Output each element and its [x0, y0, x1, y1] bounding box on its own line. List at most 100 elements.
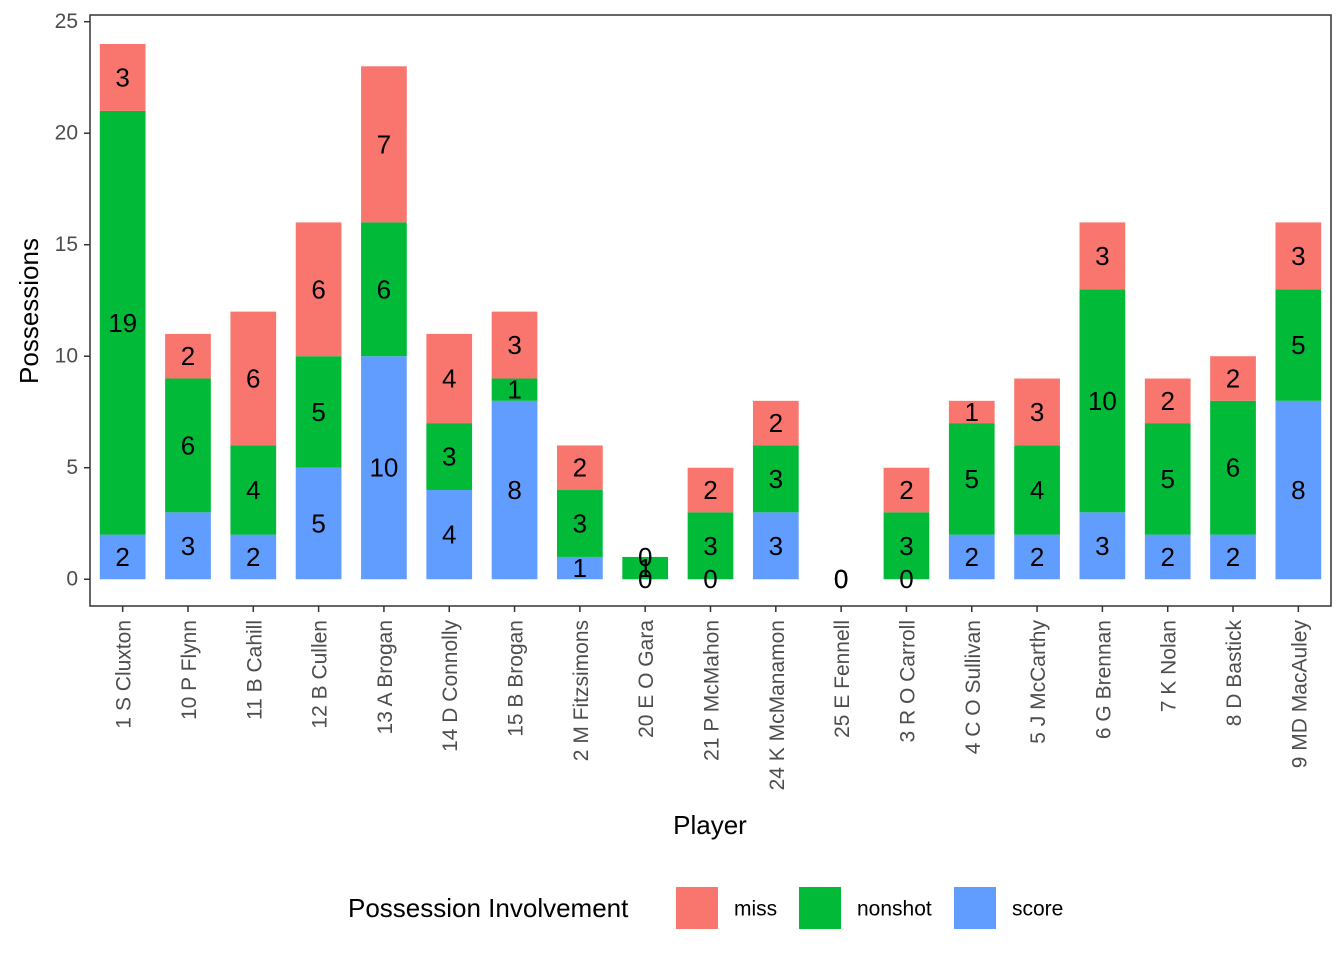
x-axis: 1 S Cluxton 10 P Flynn 11 B Cahill 12 B Cul…	[113, 606, 1311, 790]
bar-segment-miss	[752, 400, 799, 446]
legend-label-score: score	[1012, 898, 1063, 921]
segment-value-label: 4	[442, 520, 456, 550]
bar-segment-nonshot	[1275, 289, 1322, 401]
segment-value-label: 6	[246, 364, 260, 394]
x-tick-label: 2 M Fitzsimons	[570, 620, 593, 761]
legend: Possession Involvement miss nonshot score	[348, 887, 1063, 929]
bar-segment-miss	[883, 467, 930, 513]
segment-value-label: 4	[442, 364, 456, 394]
legend-label-nonshot: nonshot	[857, 898, 932, 921]
segment-value-label: 2	[115, 542, 129, 572]
segment-value-label: 2	[1226, 542, 1240, 572]
y-tick-label: 25	[55, 10, 78, 33]
segment-value-label: 3	[1095, 241, 1109, 271]
segment-value-label: 7	[377, 129, 391, 159]
bar-segment-score	[948, 534, 995, 580]
segment-value-label: 0	[899, 564, 913, 594]
segment-value-label: 2	[899, 475, 913, 505]
bar-segment-nonshot	[361, 222, 407, 357]
bar-segment-nonshot	[1079, 289, 1126, 513]
segment-value-label: 5	[1160, 464, 1174, 494]
segment-value-label: 2	[1160, 386, 1174, 416]
bar-segment-score	[230, 534, 277, 580]
x-tick-label: 10 P Flynn	[178, 620, 201, 720]
x-tick-label: 1 S Cluxton	[113, 620, 136, 729]
bar-segment-nonshot	[687, 512, 734, 580]
y-tick-label: 0	[66, 568, 78, 591]
x-tick-label: 4 C O Sullivan	[962, 620, 985, 754]
x-tick-label: 12 B Cullen	[309, 620, 332, 729]
y-tick-label: 15	[55, 233, 78, 256]
x-tick-label: 24 K McManamon	[766, 620, 789, 790]
bar-segment-miss	[1079, 222, 1126, 290]
segment-value-label: 19	[108, 308, 137, 338]
bar-segment-miss	[361, 66, 407, 223]
y-tick-label: 5	[66, 456, 78, 479]
y-axis: 0 5 10 15 20 25	[55, 10, 90, 591]
x-tick-label: 20 E O Gara	[635, 620, 658, 738]
x-tick-label: 5 J McCarthy	[1027, 620, 1050, 744]
segment-value-label: 0	[834, 564, 848, 594]
bar-segment-score	[557, 556, 603, 580]
segment-value-label: 2	[965, 542, 979, 572]
segment-value-label: 3	[1030, 397, 1044, 427]
x-tick-label: 11 B Cahill	[243, 620, 266, 720]
y-axis-title: Possessions	[14, 238, 44, 384]
segment-value-label: 5	[311, 508, 325, 538]
x-axis-title: Player	[673, 810, 747, 840]
segment-value-label: 3	[769, 464, 783, 494]
segment-value-label: 3	[442, 442, 456, 472]
segment-value-label: 0	[638, 542, 652, 572]
segment-value-label: 10	[369, 453, 398, 483]
segment-value-label: 3	[769, 531, 783, 561]
bar-segment-score	[99, 534, 146, 580]
bar-segment-score	[1079, 512, 1126, 580]
bar-segment-nonshot	[557, 490, 603, 557]
legend-label-miss: miss	[734, 898, 777, 921]
bar-segment-miss	[491, 311, 538, 379]
segment-value-label: 3	[115, 62, 129, 92]
x-tick-label: 15 B Brogan	[505, 620, 528, 737]
x-tick-label: 6 G Brennan	[1092, 620, 1115, 739]
y-tick-label: 20	[55, 122, 78, 145]
segment-value-label: 1	[573, 553, 587, 583]
bar-segment-miss	[1275, 222, 1322, 290]
segment-value-label: 4	[1030, 475, 1044, 505]
segment-value-label: 5	[311, 397, 325, 427]
bar-segment-nonshot	[1144, 423, 1191, 535]
x-tick-label: 13 A Brogan	[374, 620, 397, 734]
x-tick-label: 7 K Nolan	[1158, 620, 1181, 712]
bar-segment-score	[295, 467, 342, 580]
bar-segment-miss	[99, 43, 146, 111]
segment-value-label: 3	[573, 508, 587, 538]
segment-value-label: 8	[507, 475, 521, 505]
bar-segment-nonshot	[491, 378, 538, 401]
segment-value-label: 1	[638, 553, 652, 583]
segment-value-label: 2	[246, 542, 260, 572]
segment-value-label: 2	[1160, 542, 1174, 572]
segment-value-label: 2	[703, 475, 717, 505]
bar-segment-nonshot	[1210, 400, 1256, 535]
segment-value-label: 1	[507, 375, 521, 405]
segment-value-label: 3	[703, 531, 717, 561]
segment-value-label: 3	[1095, 531, 1109, 561]
x-tick-label: 14 D Connolly	[439, 620, 462, 752]
segment-value-label: 3	[507, 330, 521, 360]
bar-segment-nonshot	[883, 512, 930, 580]
bar-segment-nonshot	[1014, 445, 1060, 535]
bars-layer	[99, 43, 1322, 580]
segment-value-label: 2	[181, 341, 195, 371]
segment-value-label: 1	[965, 397, 979, 427]
bar-segment-miss	[1210, 356, 1256, 401]
x-tick-label: 21 P McMahon	[701, 620, 724, 761]
bar-segment-nonshot	[426, 423, 473, 491]
bar-segment-score	[165, 512, 211, 580]
bar-segment-miss	[1144, 378, 1191, 424]
segment-value-label: 6	[311, 274, 325, 304]
bar-segment-miss	[948, 400, 995, 424]
segment-value-label: 2	[573, 453, 587, 483]
y-tick-label: 10	[55, 345, 78, 368]
segment-value-label: 2	[1226, 364, 1240, 394]
